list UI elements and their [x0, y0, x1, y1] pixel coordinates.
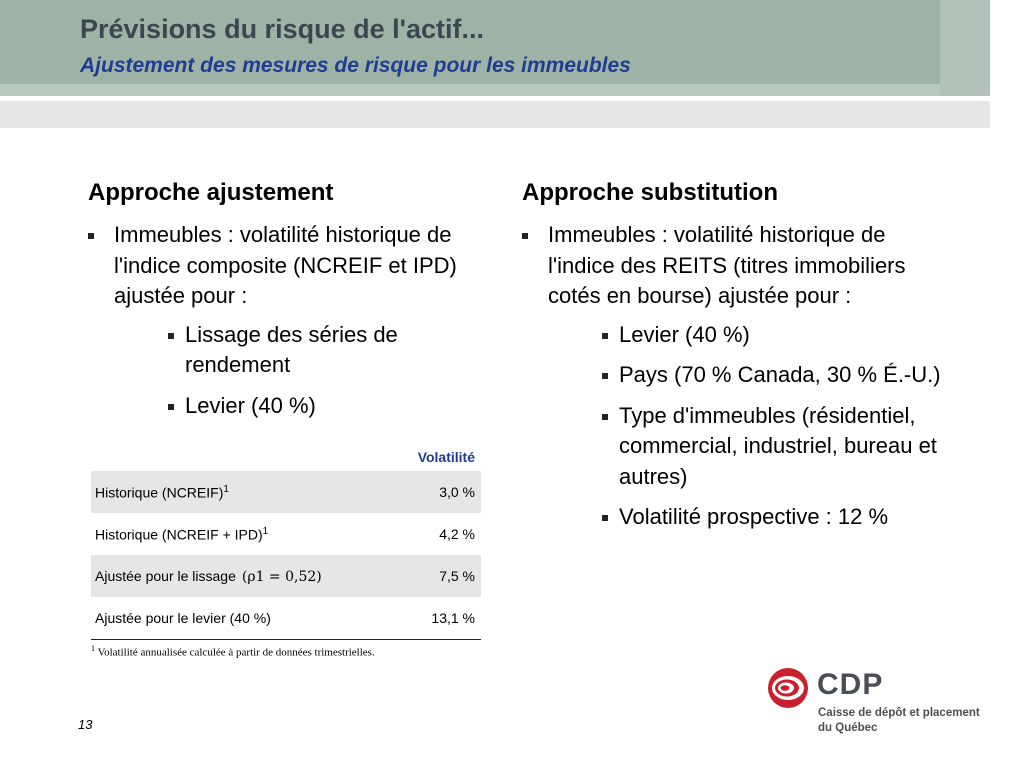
slide-subtitle: Ajustement des mesures de risque pour le… [80, 54, 631, 77]
left-column: Approche ajustement Immeubles : volatili… [88, 176, 488, 431]
sub-bullet-text: Levier (40 %) [619, 321, 750, 347]
bullet-square-icon [168, 332, 174, 339]
right-sub-list: Levier (40 %) Pays (70 % Canada, 30 % É.… [548, 320, 942, 533]
sub-bullet-text: Lissage des séries de rendement [185, 321, 398, 378]
list-item: Type d'immeubles (résidentiel, commercia… [574, 401, 942, 493]
footnote-text: Volatilité annualisée calculée à partir … [97, 646, 375, 659]
page-number: 13 [78, 717, 93, 732]
bullet-text: Immeubles : volatilité historique de l'i… [548, 222, 906, 308]
rho-annotation: (ρ1 = 0,52) [241, 568, 322, 585]
table-footnote: 1 Volatilité annualisée calculée à parti… [91, 644, 375, 659]
footnote-ref: 1 [223, 483, 229, 495]
sub-bullet-text: Type d'immeubles (résidentiel, commercia… [619, 402, 937, 489]
list-item: Immeubles : volatilité historique de l'i… [88, 220, 488, 421]
list-item: Lissage des séries de rendement [140, 320, 488, 381]
cdp-logo-icon [768, 668, 808, 708]
list-item: Levier (40 %) [140, 391, 488, 422]
row-value: 7,5 % [408, 555, 481, 597]
sub-bullet-text: Levier (40 %) [185, 392, 316, 418]
footnote-ref: 1 [262, 525, 269, 537]
row-label: Historique (NCREIF)1 [91, 471, 409, 513]
cdp-logo: CDP Caisse de dépôt et placement du Québ… [766, 666, 986, 736]
bullet-square-icon [602, 413, 608, 420]
header-underline [0, 84, 940, 96]
row-value: 13,1 % [408, 597, 481, 640]
bullet-square-icon [522, 233, 528, 239]
table-header-row: Volatilité [91, 449, 481, 471]
left-sub-list: Lissage des séries de rendement Levier (… [114, 320, 488, 422]
bullet-square-icon [602, 332, 608, 339]
row-value: 4,2 % [439, 526, 475, 542]
table-row: Historique (NCREIF)1 3,0 % [91, 471, 481, 513]
bullet-square-icon [168, 403, 174, 410]
logo-tagline: Caisse de dépôt et placement du Québec [818, 707, 980, 734]
list-item: Volatilité prospective : 12 % [574, 502, 942, 533]
header-band [0, 0, 940, 84]
right-bullet-list: Immeubles : volatilité historique de l'i… [522, 220, 942, 533]
slide-title: Prévisions du risque de l'actif... [80, 14, 485, 44]
left-bullet-list: Immeubles : volatilité historique de l'i… [88, 220, 488, 421]
bullet-square-icon [602, 373, 608, 379]
row-value: 3,0 % [408, 471, 481, 513]
bullet-square-icon [602, 515, 608, 521]
list-item: Levier (40 %) [574, 320, 942, 351]
table-row: Ajustée pour le lissage (ρ1 = 0,52) 7,5 % [91, 555, 481, 597]
sub-bullet-text: Pays (70 % Canada, 30 % É.-U.) [619, 362, 941, 387]
sub-bullet-text: Volatilité prospective : 12 % [619, 504, 889, 529]
logo-wordmark: CDP [817, 668, 884, 701]
list-item: Immeubles : volatilité historique de l'i… [522, 220, 942, 533]
list-item: Pays (70 % Canada, 30 % É.-U.) [574, 360, 942, 391]
row-label: Historique (NCREIF + IPD)1 [95, 525, 269, 543]
gray-strip [0, 101, 990, 128]
footnote-mark: 1 [91, 644, 95, 653]
row-label: Ajustée pour le lissage (ρ1 = 0,52) [91, 555, 409, 597]
table-row: Historique (NCREIF + IPD)1 4,2 % [91, 513, 481, 555]
volatility-column-header: Volatilité [417, 449, 475, 465]
bullet-square-icon [88, 233, 94, 239]
left-heading: Approche ajustement [88, 179, 334, 206]
right-heading: Approche substitution [522, 179, 778, 206]
bullet-text: Immeubles : volatilité historique de l'i… [114, 222, 457, 308]
row-label: Ajustée pour le levier (40 %) [91, 597, 409, 640]
table-row: Ajustée pour le levier (40 %) 13,1 % [91, 597, 481, 640]
volatility-table: Volatilité Historique (NCREIF)1 3,0 % Hi… [91, 449, 481, 640]
right-column: Approche substitution Immeubles : volati… [522, 176, 942, 543]
header-accent [940, 0, 990, 96]
